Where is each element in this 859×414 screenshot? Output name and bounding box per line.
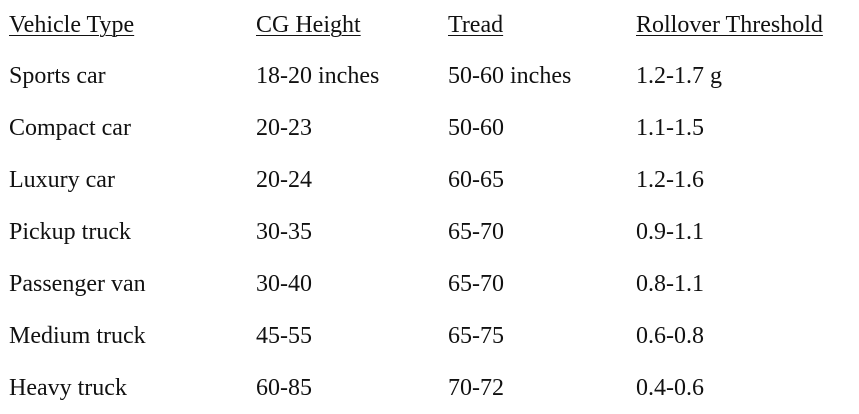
table-row: Passenger van 30-40 65-70 0.8-1.1	[0, 258, 859, 310]
tread-cell: 50-60	[448, 115, 504, 141]
tread-cell: 65-75	[448, 323, 504, 349]
cg-height-cell: 20-24	[256, 167, 312, 193]
rollover-threshold-cell: 0.8-1.1	[636, 271, 704, 297]
cg-height-cell: 18-20 inches	[256, 63, 380, 89]
tread-cell: 65-70	[448, 271, 504, 297]
vehicle-type-cell: Passenger van	[9, 271, 146, 297]
cg-height-cell: 45-55	[256, 323, 312, 349]
rollover-threshold-cell: 0.6-0.8	[636, 323, 704, 349]
header-label: CG Height	[256, 12, 361, 38]
vehicle-type-cell: Medium truck	[9, 323, 146, 349]
vehicle-type-cell: Heavy truck	[9, 375, 127, 401]
table-row: Compact car 20-23 50-60 1.1-1.5	[0, 102, 859, 154]
cg-height-cell: 30-40	[256, 271, 312, 297]
tread-cell: 70-72	[448, 375, 504, 401]
header-label: Rollover Threshold	[636, 12, 823, 38]
header-label: Vehicle Type	[9, 12, 135, 38]
cg-height-cell: 60-85	[256, 375, 312, 401]
header-cg-height: CG Height	[256, 0, 448, 50]
header-row: Vehicle Type CG Height Tread Rollover Th…	[0, 0, 859, 50]
rollover-threshold-cell: 0.9-1.1	[636, 219, 704, 245]
header-rollover-threshold: Rollover Threshold	[636, 0, 859, 50]
tread-cell: 60-65	[448, 167, 504, 193]
vehicle-type-cell: Luxury car	[9, 167, 115, 193]
cg-height-cell: 30-35	[256, 219, 312, 245]
table-row: Heavy truck 60-85 70-72 0.4-0.6	[0, 362, 859, 414]
header-tread: Tread	[448, 0, 636, 50]
table-row: Medium truck 45-55 65-75 0.6-0.8	[0, 310, 859, 362]
vehicle-type-cell: Compact car	[9, 115, 131, 141]
tread-cell: 65-70	[448, 219, 504, 245]
vehicle-type-cell: Sports car	[9, 63, 106, 89]
table-row: Sports car 18-20 inches 50-60 inches 1.2…	[0, 50, 859, 102]
table-row: Pickup truck 30-35 65-70 0.9-1.1	[0, 206, 859, 258]
rollover-threshold-cell: 0.4-0.6	[636, 375, 704, 401]
rollover-threshold-cell: 1.2-1.6	[636, 167, 704, 193]
header-vehicle-type: Vehicle Type	[0, 0, 256, 50]
header-label: Tread	[448, 12, 504, 38]
rollover-threshold-cell: 1.1-1.5	[636, 115, 704, 141]
vehicle-type-cell: Pickup truck	[9, 219, 131, 245]
rollover-threshold-cell: 1.2-1.7 g	[636, 63, 722, 89]
cg-height-cell: 20-23	[256, 115, 312, 141]
table-row: Luxury car 20-24 60-65 1.2-1.6	[0, 154, 859, 206]
tread-cell: 50-60 inches	[448, 63, 572, 89]
